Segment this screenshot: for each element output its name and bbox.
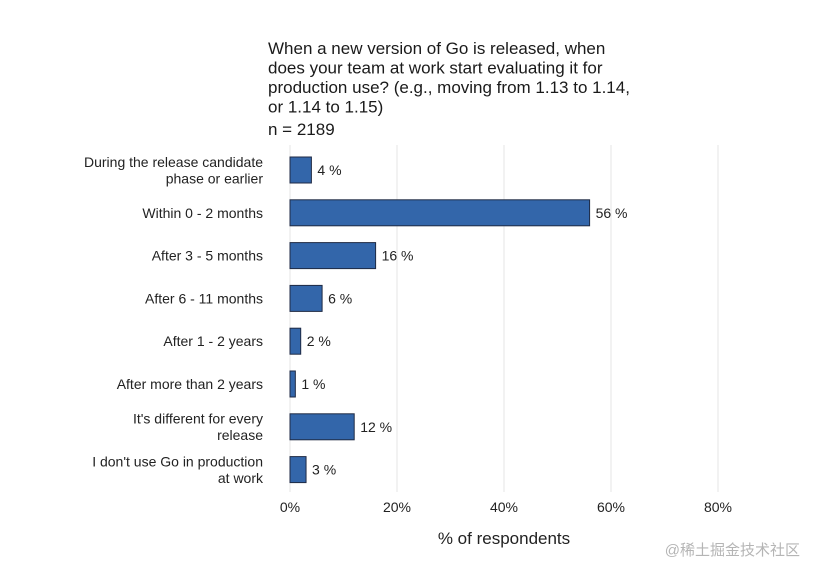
chart-title-line: When a new version of Go is released, wh… — [268, 39, 605, 58]
data-label: 6 % — [328, 290, 352, 306]
x-axis-title: % of respondents — [438, 529, 570, 548]
bar — [289, 327, 302, 355]
category-label-line: After more than 2 years — [117, 376, 263, 392]
category-labels: During the release candidate phase or ear… — [84, 154, 264, 486]
x-tick-label: 80% — [704, 499, 732, 515]
category-label-line: After 3 - 5 months — [152, 248, 263, 264]
category-label: After 1 - 2 years — [163, 333, 263, 349]
x-tick-label: 60% — [597, 499, 625, 515]
bar — [289, 413, 355, 441]
category-label: It's different for every release — [133, 411, 263, 444]
data-label: 1 % — [301, 376, 325, 392]
bar — [289, 370, 296, 398]
data-label: 3 % — [312, 462, 336, 478]
category-label: After 3 - 5 months — [152, 248, 263, 264]
data-label: 16 % — [382, 248, 414, 264]
bar — [289, 199, 591, 227]
category-label: I don't use Go in production at work — [92, 453, 264, 486]
category-label: After more than 2 years — [117, 376, 263, 392]
chart-title-line: or 1.14 to 1.15) — [268, 98, 383, 117]
x-tick-label: 0% — [280, 499, 300, 515]
category-label-line: release — [217, 427, 263, 443]
chart-subtitle: n = 2189 — [268, 120, 335, 139]
bar — [289, 156, 312, 184]
bar — [289, 284, 323, 312]
category-label-line: During the release candidate — [84, 154, 263, 170]
value-labels: 4 % 56 % 16 % 6 % 2 % 1 % 12 % 3 % — [301, 162, 627, 478]
category-label-line: After 1 - 2 years — [163, 333, 263, 349]
category-label-line: After 6 - 11 months — [145, 290, 263, 306]
data-label: 12 % — [360, 419, 392, 435]
category-label-line: phase or earlier — [166, 170, 264, 186]
category-label: During the release candidate phase or ear… — [84, 154, 263, 187]
chart-title: When a new version of Go is released, wh… — [268, 39, 630, 117]
x-tick-label: 40% — [490, 499, 518, 515]
bars — [289, 156, 591, 484]
category-label-line: It's different for every — [133, 411, 263, 427]
category-label-line: Within 0 - 2 months — [142, 205, 263, 221]
x-tick-label: 20% — [383, 499, 411, 515]
chart-title-line: does your team at work start evaluating … — [268, 59, 603, 78]
chart-title-line: production use? (e.g., moving from 1.13 … — [268, 78, 630, 97]
watermark: @稀土掘金技术社区 — [665, 542, 800, 559]
bar — [289, 456, 307, 484]
data-label: 4 % — [317, 162, 341, 178]
category-label-line: at work — [218, 470, 264, 486]
bar — [289, 242, 377, 270]
category-label: After 6 - 11 months — [145, 290, 263, 306]
category-label-line: I don't use Go in production — [92, 453, 263, 469]
x-tick-labels: 0% 20% 40% 60% 80% — [280, 499, 732, 515]
category-label: Within 0 - 2 months — [142, 205, 263, 221]
data-label: 2 % — [307, 333, 331, 349]
data-label: 56 % — [596, 205, 628, 221]
